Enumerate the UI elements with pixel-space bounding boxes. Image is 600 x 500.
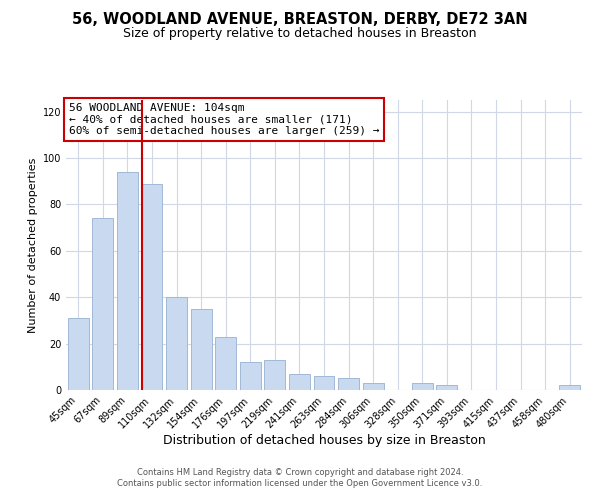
Bar (240, 362, 261, 390)
Bar (265, 360, 286, 390)
Bar (412, 383, 433, 390)
Text: Contains HM Land Registry data © Crown copyright and database right 2024.
Contai: Contains HM Land Registry data © Crown c… (118, 468, 482, 487)
X-axis label: Distribution of detached houses by size in Breaston: Distribution of detached houses by size … (163, 434, 485, 447)
Text: 56 WOODLAND AVENUE: 104sqm
← 40% of detached houses are smaller (171)
60% of sem: 56 WOODLAND AVENUE: 104sqm ← 40% of deta… (68, 103, 379, 136)
Bar (92, 218, 113, 390)
Y-axis label: Number of detached properties: Number of detached properties (28, 158, 38, 332)
Text: Size of property relative to detached houses in Breaston: Size of property relative to detached ho… (123, 28, 477, 40)
Bar (338, 378, 359, 390)
Bar (289, 374, 310, 390)
Bar (166, 297, 187, 390)
Bar (215, 336, 236, 390)
Bar (117, 172, 138, 390)
Bar (191, 309, 212, 390)
Bar (142, 184, 163, 390)
Bar (436, 386, 457, 390)
Bar (559, 386, 580, 390)
Text: 56, WOODLAND AVENUE, BREASTON, DERBY, DE72 3AN: 56, WOODLAND AVENUE, BREASTON, DERBY, DE… (72, 12, 528, 28)
Bar (314, 376, 334, 390)
Bar (68, 318, 89, 390)
Bar (362, 383, 383, 390)
